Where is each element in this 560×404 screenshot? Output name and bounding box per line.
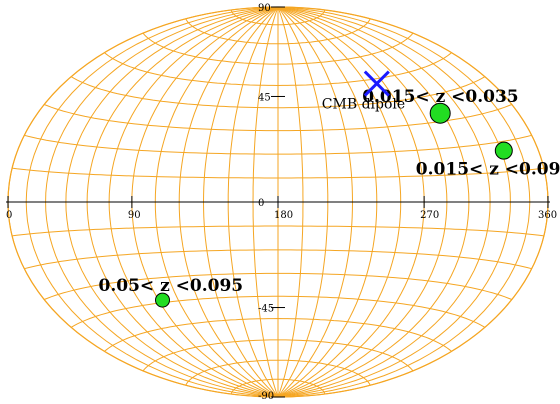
x-tick-270: 270: [420, 210, 439, 221]
parallel-line: [12, 167, 544, 179]
parallel-line: [230, 9, 326, 26]
x-tick-0: 0: [6, 210, 12, 221]
y-tick-90: 90: [258, 3, 271, 14]
parallel-line: [12, 225, 544, 237]
parallel-line: [104, 52, 452, 87]
tick-labels: 0 90 180 270 360 90 45 0 -45 -90: [6, 3, 557, 402]
parallel-line: [185, 18, 371, 45]
parallel-line: [70, 76, 486, 109]
point-label-mid-z: 0.015< z <0.095: [416, 160, 560, 180]
parallel-line: [142, 32, 414, 65]
parallel-line: [70, 295, 486, 328]
parallel-line: [230, 378, 326, 395]
point-low-z: [429, 102, 451, 124]
cmb-dipole-marker: CMB dipole: [322, 70, 405, 113]
y-tick-0: 0: [258, 198, 264, 209]
point-label-low-z: 0.015< z <0.035: [362, 87, 518, 107]
parallel-line: [24, 249, 532, 270]
y-tick-45: 45: [258, 93, 271, 104]
axes: [6, 6, 550, 398]
parallel-line: [44, 272, 512, 300]
data-points: 0.015< z <0.035 0.015< z <0.095 0.05< z …: [99, 87, 560, 308]
point-label-high-z: 0.05< z <0.095: [99, 276, 244, 296]
parallel-line: [104, 317, 452, 352]
parallel-line: [185, 359, 371, 386]
point-high-z: [155, 292, 170, 308]
dipole-cross-b: [363, 70, 390, 97]
point-mid-z: [494, 141, 513, 160]
y-tick-neg45: -45: [258, 304, 274, 315]
parallel-line: [142, 339, 414, 372]
x-tick-90: 90: [128, 210, 141, 221]
dipole-label: CMB dipole: [322, 97, 405, 113]
y-tick-neg90: -90: [258, 391, 274, 402]
parallel-line: [24, 134, 532, 155]
x-tick-180: 180: [274, 210, 293, 221]
x-tick-360: 360: [538, 210, 557, 221]
